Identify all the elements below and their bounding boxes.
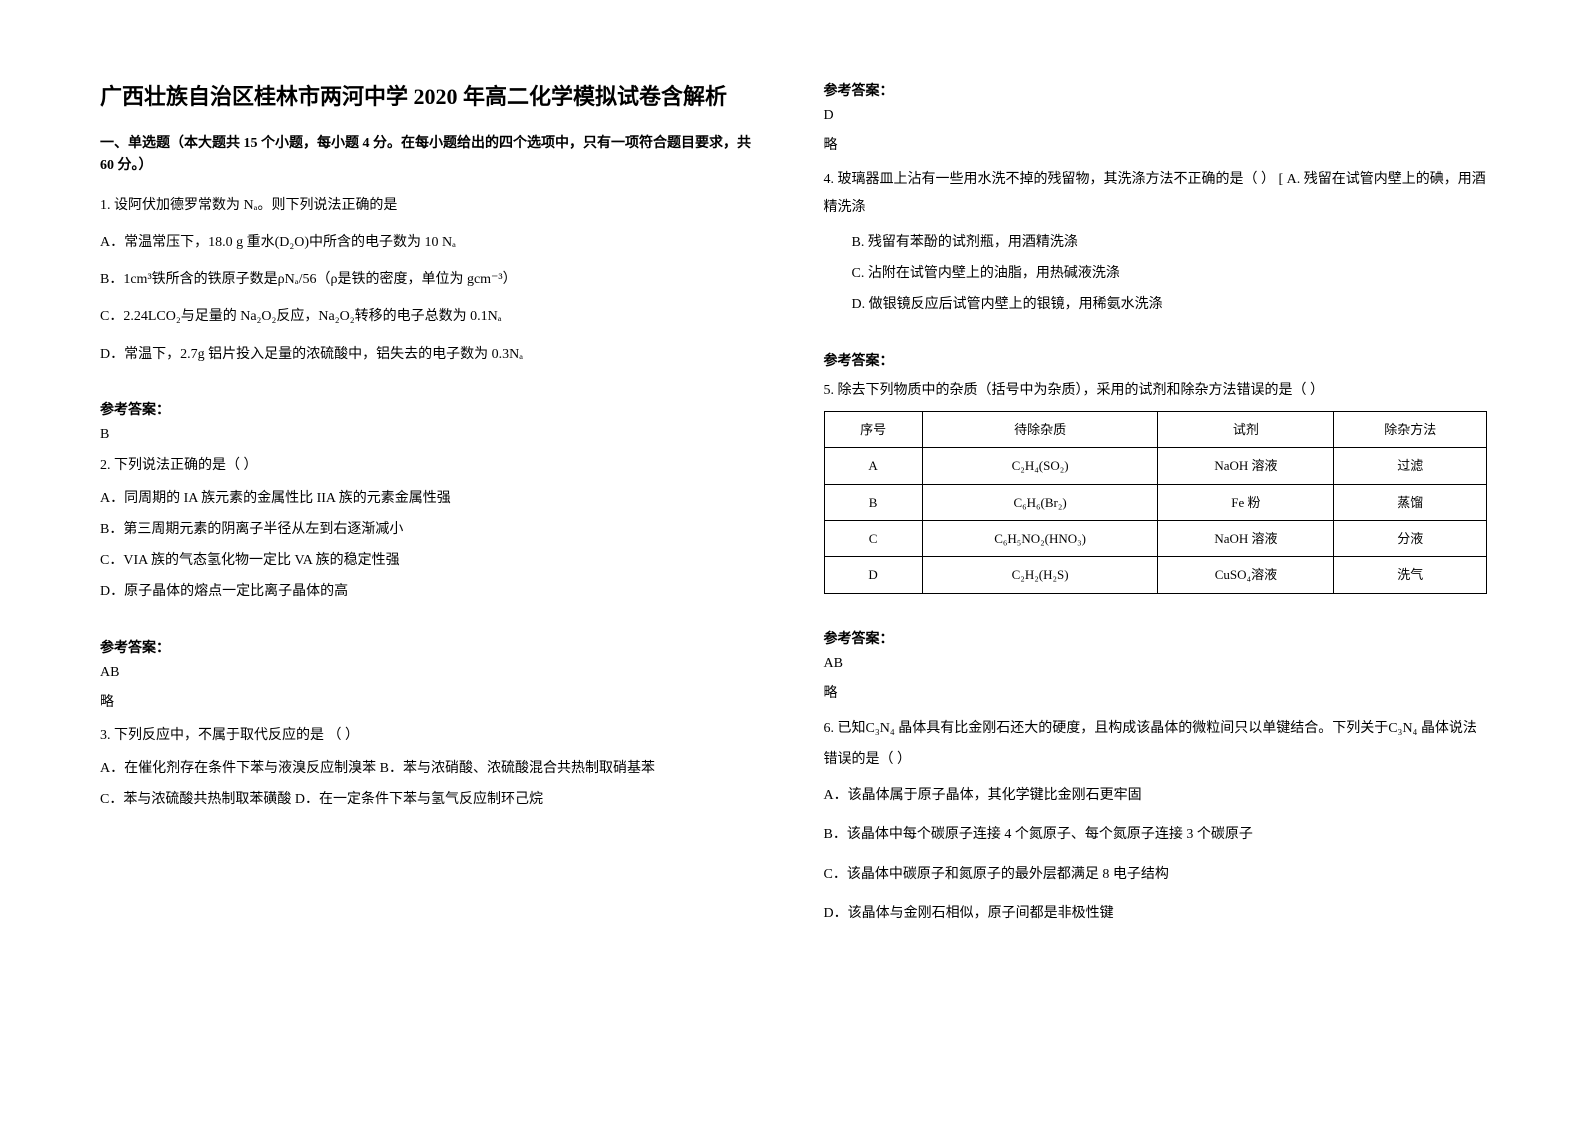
q4-answer-label: 参考答案： [824, 350, 1488, 370]
question-3: 3. 下列反应中，不属于取代反应的是 （ ） A．在催化剂存在条件下苯与液溴反应… [100, 723, 764, 819]
q4-option-c: C. 沾附在试管内壁上的油脂，用热碱液洗涤 [824, 261, 1488, 286]
q3-option-cd: C．苯与浓硫酸共热制取苯磺酸 D．在一定条件下苯与氢气反应制环己烷 [100, 787, 764, 812]
question-4: 4. 玻璃器皿上沾有一些用水洗不掉的残留物，其洗涤方法不正确的是（ ） [ A.… [824, 166, 1488, 324]
q1-answer-label: 参考答案： [100, 399, 764, 419]
q6-option-b: B．该晶体中每个碳原子连接 4 个氮原子、每个氮原子连接 3 个碳原子 [824, 822, 1488, 847]
q2-answer: AB [100, 665, 764, 681]
q2-option-c: C．VIA 族的气态氢化物一定比 VA 族的稳定性强 [100, 548, 764, 573]
question-2: 2. 下列说法正确的是（ ） A．同周期的 IA 族元素的金属性比 IIA 族的… [100, 453, 764, 611]
q1-option-b: B．1cm³铁所含的铁原子数是ρNₐ/56（ρ是铁的密度，单位为 gcm⁻³） [100, 267, 764, 292]
table-cell: C₂H₄(SO₂) [922, 448, 1158, 484]
q2-option-a: A．同周期的 IA 族元素的金属性比 IIA 族的元素金属性强 [100, 486, 764, 511]
table-cell: Fe 粉 [1158, 484, 1334, 520]
q3-answer: D [824, 108, 1488, 124]
q6-formula: C₃N₄ [866, 721, 895, 736]
q1-option-d: D．常温下，2.7g 铝片投入足量的浓硫酸中，铝失去的电子数为 0.3Nₐ [100, 342, 764, 367]
table-header: 试剂 [1158, 411, 1334, 447]
q1-option-c: C．2.24LCO₂与足量的 Na₂O₂反应，Na₂O₂转移的电子总数为 0.1… [100, 304, 764, 329]
q1-option-a: A．常温常压下，18.0 g 重水(D₂O)中所含的电子数为 10 Nₐ [100, 230, 764, 255]
q2-answer-label: 参考答案： [100, 637, 764, 657]
q2-option-b: B．第三周期元素的阴离子半径从左到右逐渐减小 [100, 517, 764, 542]
table-cell: 过滤 [1334, 448, 1487, 484]
table-header-row: 序号 待除杂质 试剂 除杂方法 [824, 411, 1487, 447]
q5-answer: AB [824, 656, 1488, 672]
q6-text-part1: 6. 已知 [824, 721, 866, 736]
q1-text: 1. 设阿伏加德罗常数为 Nₐ。则下列说法正确的是 [100, 193, 764, 218]
q3-answer-label: 参考答案： [824, 80, 1488, 100]
q6-formula-2: C₃N₄ [1388, 721, 1417, 736]
table-row: D C₂H₂(H₂S) CuSO₄溶液 洗气 [824, 557, 1487, 593]
q4-option-d: D. 做银镜反应后试管内壁上的银镜，用稀氨水洗涤 [824, 292, 1488, 317]
left-column: 广西壮族自治区桂林市两河中学 2020 年高二化学模拟试卷含解析 一、单选题（本… [100, 80, 764, 1042]
q3-text: 3. 下列反应中，不属于取代反应的是 （ ） [100, 723, 764, 748]
table-cell: CuSO₄溶液 [1158, 557, 1334, 593]
table-cell: C₆H₆(Br₂) [922, 484, 1158, 520]
table-header: 除杂方法 [1334, 411, 1487, 447]
q6-text-part2: 晶体具有比金刚石还大的硬度，且构成该晶体的微粒间只以单键结合。下列关于 [898, 721, 1388, 736]
question-5: 5. 除去下列物质中的杂质（括号中为杂质），采用的试剂和除杂方法错误的是（ ） … [824, 378, 1488, 602]
table-cell: C₆H₅NO₂(HNO₃) [922, 520, 1158, 556]
page-title: 广西壮族自治区桂林市两河中学 2020 年高二化学模拟试卷含解析 [100, 80, 764, 113]
q5-answer-label: 参考答案： [824, 628, 1488, 648]
section-header: 一、单选题（本大题共 15 个小题，每小题 4 分。在每小题给出的四个选项中，只… [100, 133, 764, 178]
question-6: 6. 已知C₃N₄ 晶体具有比金刚石还大的硬度，且构成该晶体的微粒间只以单键结合… [824, 714, 1488, 932]
q6-option-d: D．该晶体与金刚石相似，原子间都是非极性键 [824, 901, 1488, 926]
q3-note: 略 [824, 134, 1488, 154]
q5-table: 序号 待除杂质 试剂 除杂方法 A C₂H₄(SO₂) NaOH 溶液 过滤 B… [824, 411, 1488, 594]
table-cell: 分液 [1334, 520, 1487, 556]
right-column: 参考答案： D 略 4. 玻璃器皿上沾有一些用水洗不掉的残留物，其洗涤方法不正确… [824, 80, 1488, 1042]
table-row: B C₆H₆(Br₂) Fe 粉 蒸馏 [824, 484, 1487, 520]
table-cell: NaOH 溶液 [1158, 520, 1334, 556]
q1-answer: B [100, 427, 764, 443]
question-1: 1. 设阿伏加德罗常数为 Nₐ。则下列说法正确的是 A．常温常压下，18.0 g… [100, 193, 764, 373]
table-row: C C₆H₅NO₂(HNO₃) NaOH 溶液 分液 [824, 520, 1487, 556]
q3-option-ab: A．在催化剂存在条件下苯与液溴反应制溴苯 B．苯与浓硝酸、浓硫酸混合共热制取硝基… [100, 756, 764, 781]
table-cell: C [824, 520, 922, 556]
table-cell: A [824, 448, 922, 484]
table-cell: C₂H₂(H₂S) [922, 557, 1158, 593]
q6-option-a: A．该晶体属于原子晶体，其化学键比金刚石更牢固 [824, 783, 1488, 808]
table-cell: 洗气 [1334, 557, 1487, 593]
q2-text: 2. 下列说法正确的是（ ） [100, 453, 764, 478]
q5-text: 5. 除去下列物质中的杂质（括号中为杂质），采用的试剂和除杂方法错误的是（ ） [824, 378, 1488, 403]
table-header: 序号 [824, 411, 922, 447]
table-row: A C₂H₄(SO₂) NaOH 溶液 过滤 [824, 448, 1487, 484]
table-cell: 蒸馏 [1334, 484, 1487, 520]
table-cell: D [824, 557, 922, 593]
q5-note: 略 [824, 682, 1488, 702]
q6-option-c: C．该晶体中碳原子和氮原子的最外层都满足 8 电子结构 [824, 862, 1488, 887]
table-cell: B [824, 484, 922, 520]
table-header: 待除杂质 [922, 411, 1158, 447]
q4-text: 4. 玻璃器皿上沾有一些用水洗不掉的残留物，其洗涤方法不正确的是（ ） [ A.… [824, 166, 1488, 222]
q6-text: 6. 已知C₃N₄ 晶体具有比金刚石还大的硬度，且构成该晶体的微粒间只以单键结合… [824, 714, 1488, 776]
q2-note: 略 [100, 691, 764, 711]
q2-option-d: D．原子晶体的熔点一定比离子晶体的高 [100, 579, 764, 604]
table-cell: NaOH 溶液 [1158, 448, 1334, 484]
q4-option-b: B. 残留有苯酚的试剂瓶，用酒精洗涤 [824, 230, 1488, 255]
